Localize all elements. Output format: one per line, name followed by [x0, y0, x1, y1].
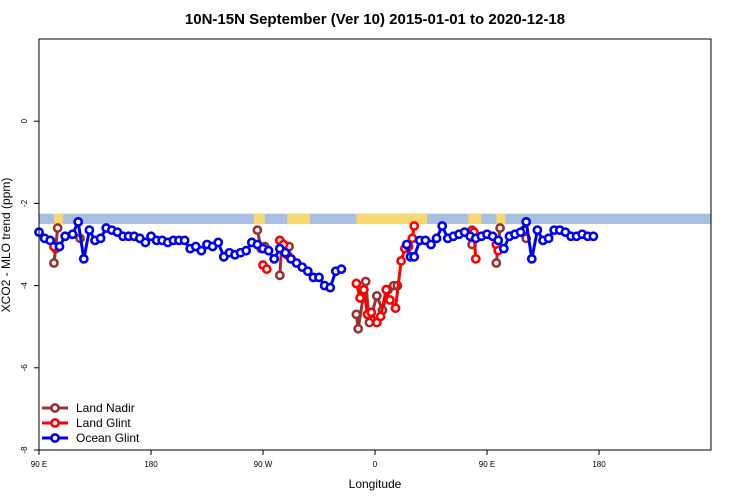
land-nadir-point [52, 223, 63, 233]
land-glint-point [358, 284, 369, 295]
land-glint-point [355, 293, 365, 303]
land-nadir-point [274, 270, 285, 281]
land-glint-point [409, 221, 420, 231]
y-tick-label: -6 [20, 364, 29, 372]
ocean-glint-point [493, 235, 504, 246]
ocean-glint-point [588, 231, 599, 242]
land-band-segment [356, 213, 428, 224]
ocean-glint-point [60, 231, 71, 242]
ocean-glint-point [521, 216, 532, 227]
ocean-glint-point [280, 247, 291, 258]
ocean-glint-point [431, 233, 442, 244]
legend-swatch-marker-land-nadir [50, 403, 60, 413]
land-glint-point [470, 253, 481, 264]
ocean-glint-point [302, 266, 313, 277]
x-tick-label: 90 W [254, 460, 273, 469]
land-nadir-point [495, 223, 505, 233]
x-tick-label: 180 [592, 460, 606, 469]
land-glint-point [261, 264, 272, 275]
land-nadir-point [364, 317, 375, 328]
ocean-glint-point [241, 245, 252, 256]
ocean-glint-point [84, 225, 95, 236]
land-glint-point [351, 278, 362, 289]
land-band-segment [287, 213, 310, 224]
ocean-glint-point [314, 272, 324, 283]
land-nadir-point [353, 323, 364, 334]
x-tick-label: 0 [373, 460, 378, 469]
ocean-glint-point [78, 253, 89, 264]
y-tick-label: -2 [20, 199, 29, 207]
land-nadir-point [360, 276, 371, 287]
ocean-glint-point [95, 233, 106, 244]
ocean-glint-point [409, 251, 420, 262]
land-nadir-point [49, 258, 59, 268]
ocean-glint-point [325, 282, 336, 293]
ocean-glint-point [269, 253, 280, 264]
ocean-glint-point [179, 235, 190, 246]
ocean-glint-point [54, 241, 65, 252]
legend-label-land-glint: Land Glint [76, 416, 131, 430]
land-band-segment [253, 213, 265, 224]
ocean-glint-point [196, 245, 207, 256]
ocean-glint-point [437, 221, 448, 231]
legend-label-land-nadir: Land Nadir [76, 401, 135, 415]
series-lines [34, 216, 599, 334]
x-axis-label: Longitude [349, 477, 402, 491]
land-nadir-point [252, 225, 263, 236]
ocean-glint-point [526, 253, 537, 264]
y-tick-label: 0 [20, 118, 29, 123]
y-tick-label: -8 [20, 446, 29, 454]
ocean-glint-point [140, 237, 151, 248]
ocean-glint-point [73, 216, 84, 227]
land-glint-point [381, 284, 392, 295]
x-tick-label: 90 E [31, 460, 47, 469]
legend-swatch-marker-land-glint [50, 418, 60, 428]
legend-label-ocean-glint: Ocean Glint [76, 431, 140, 445]
x-tick-label: 90 E [479, 460, 495, 469]
ocean-glint-point [498, 243, 509, 254]
legend-swatch-marker-ocean-glint [50, 433, 60, 443]
land-glint-point [385, 295, 395, 305]
chart-title: 10N-15N September (Ver 10) 2015-01-01 to… [185, 11, 565, 28]
ocean-glint-point [45, 235, 56, 246]
ocean-glint-point [67, 229, 78, 240]
axes: 90 E 180 90 W 0 90 E 180 0 -2 -4 -6 -8 [20, 118, 606, 469]
land-nadir-point [371, 290, 382, 301]
land-glint-point [375, 311, 386, 322]
land-band-segment [468, 213, 482, 224]
ocean-glint-point [336, 264, 347, 275]
ocean-glint-point [213, 237, 224, 248]
land-glint-point [396, 256, 407, 266]
land-glint-point [366, 307, 377, 318]
ocean-glint-point [543, 233, 554, 244]
land-nadir-point [491, 258, 502, 268]
land-nadir-point [351, 309, 362, 320]
ocean-glint-point [401, 239, 412, 250]
ocean-glint-point [515, 227, 526, 238]
plot-frame [38, 38, 712, 451]
ocean-glint-point [263, 245, 274, 256]
y-tick-label: -4 [20, 281, 29, 289]
ocean-glint-point [426, 239, 436, 250]
ocean-glint-point [532, 225, 543, 236]
land-band-segment [496, 213, 506, 224]
land-mask-band [39, 213, 711, 224]
land-band-segment [53, 213, 64, 224]
y-axis-label: XCO2 - MLO trend (ppm) [0, 178, 13, 313]
land-glint-point [390, 303, 401, 314]
x-tick-label: 180 [144, 460, 158, 469]
